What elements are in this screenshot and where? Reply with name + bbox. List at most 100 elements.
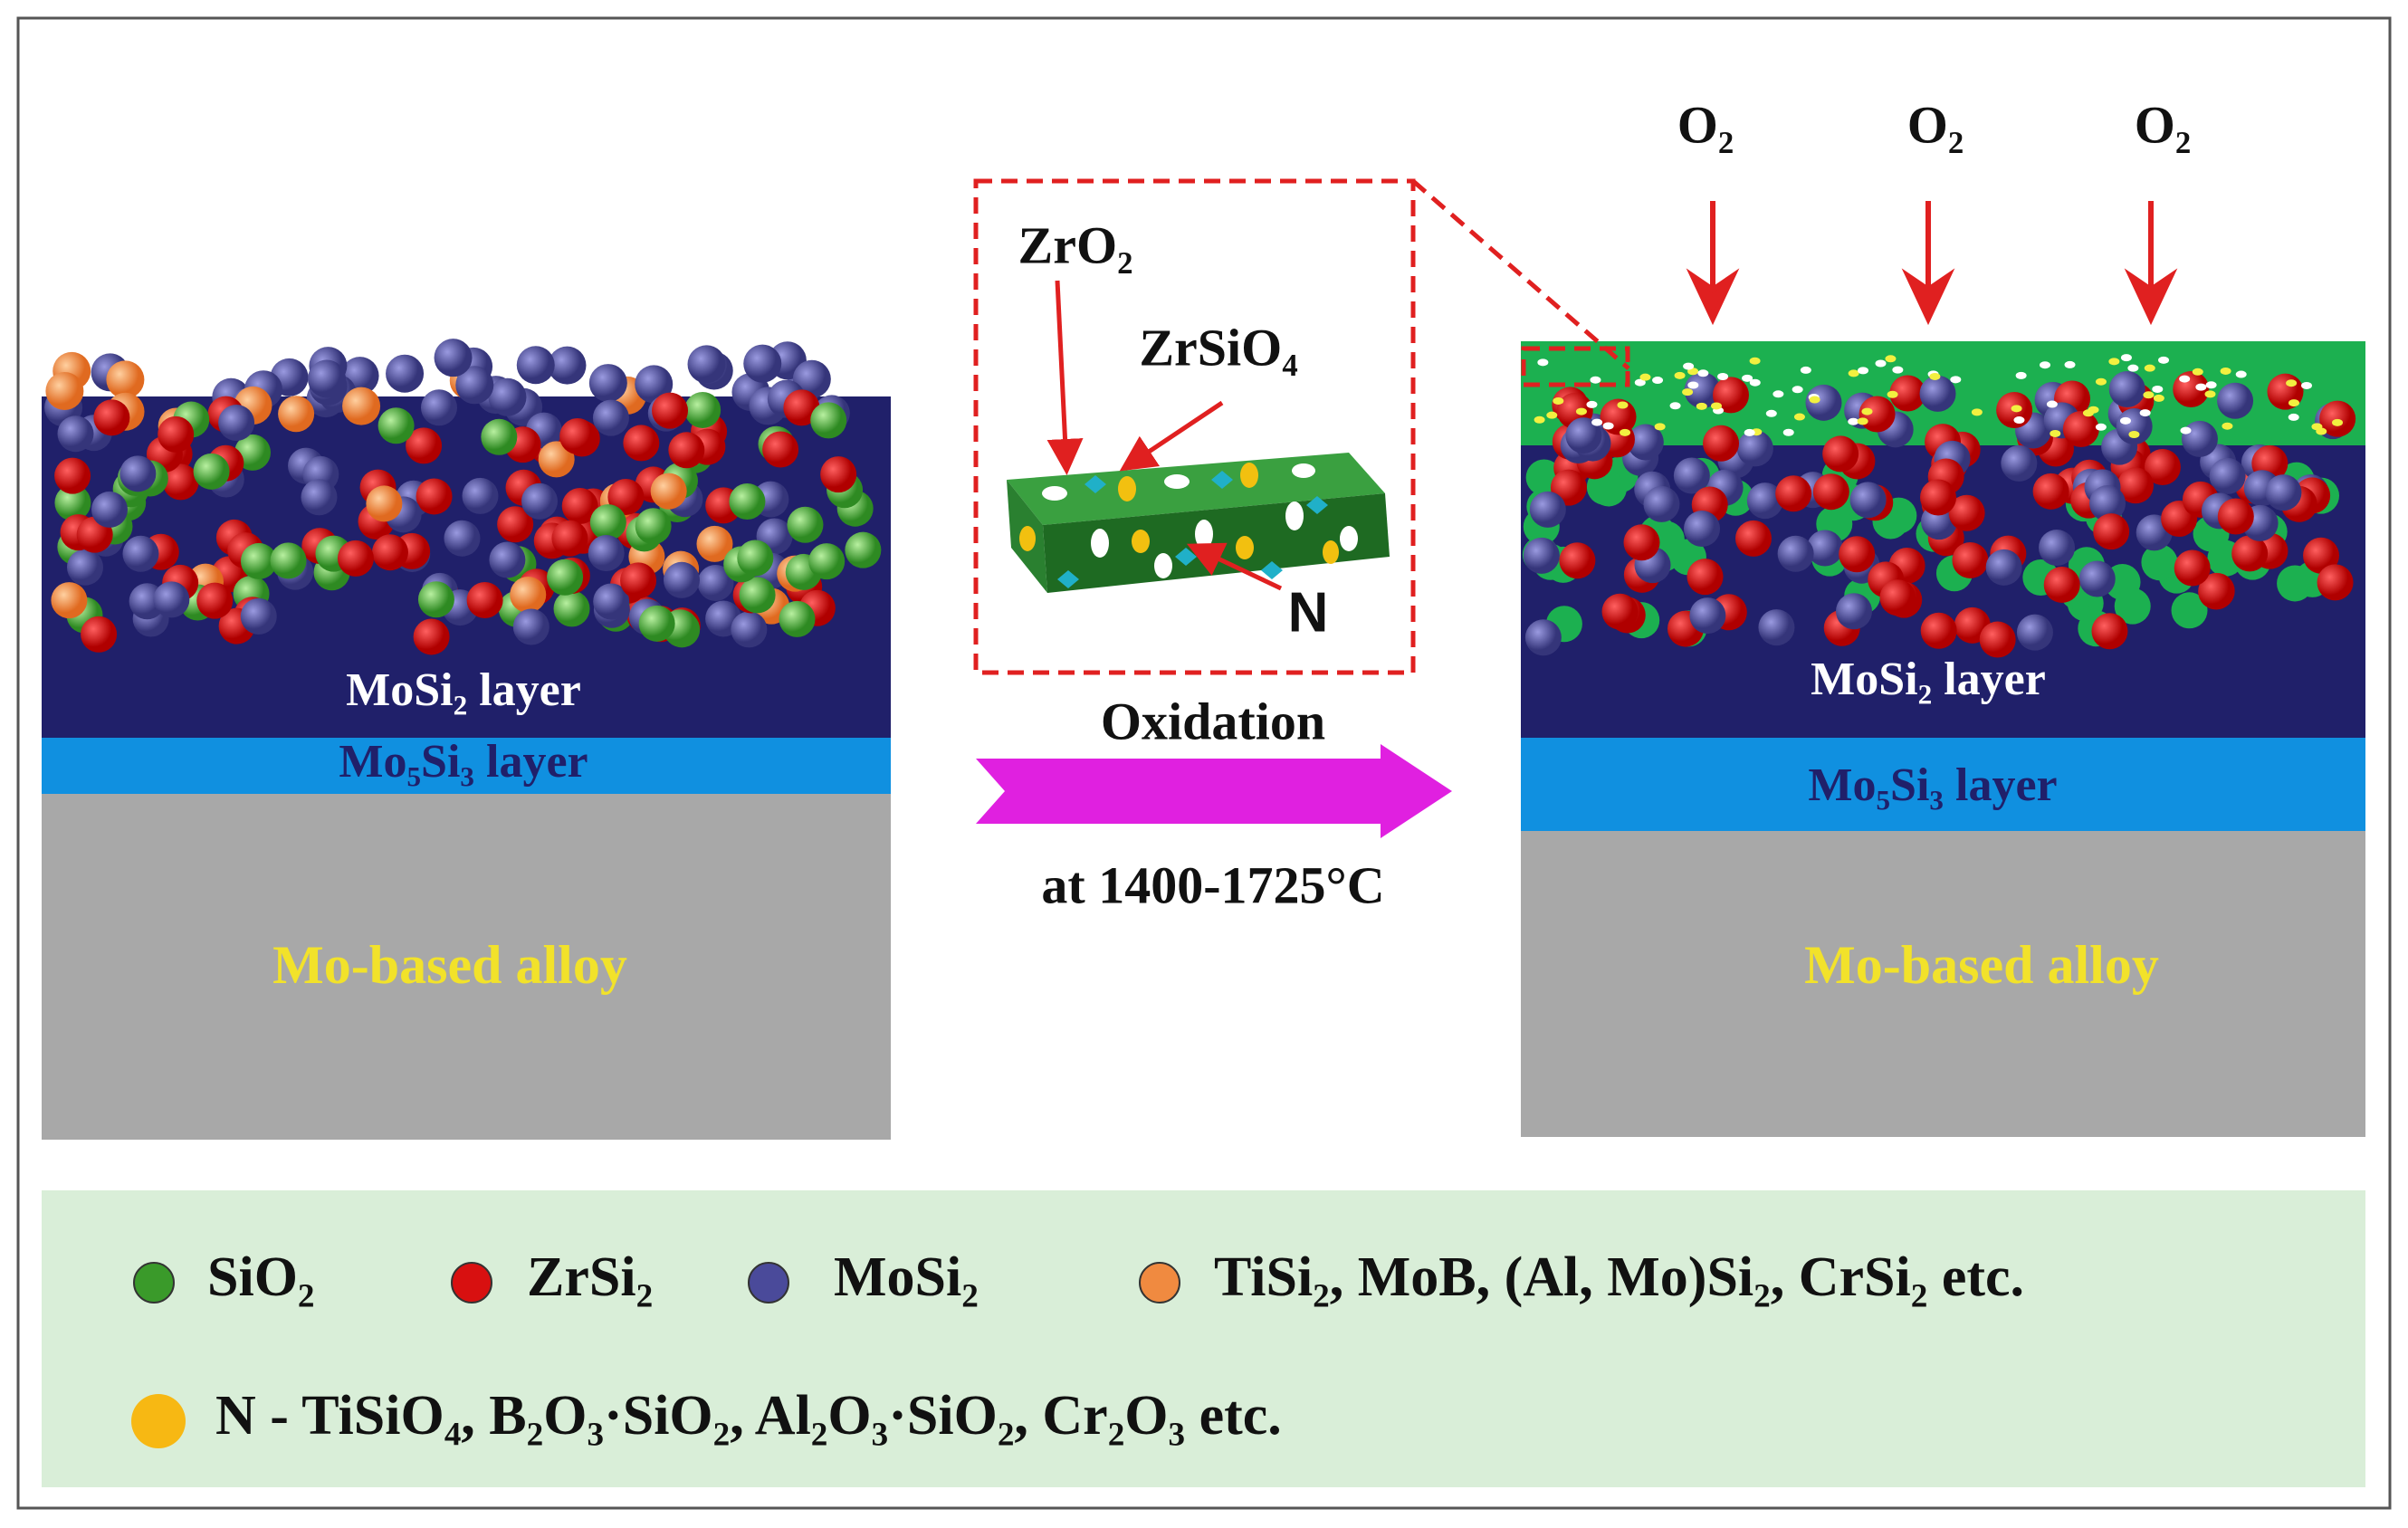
particle xyxy=(1952,541,1989,578)
oxide-dot xyxy=(2139,409,2151,417)
oxide-dot xyxy=(1809,396,1820,404)
particle xyxy=(521,482,558,520)
particle xyxy=(547,559,584,596)
oxide-dot xyxy=(2195,383,2207,391)
legend-label: ZrSi₂ xyxy=(527,1246,653,1308)
particle xyxy=(2001,444,2038,482)
inset-callout xyxy=(973,178,1630,675)
legend-marker xyxy=(748,1262,789,1304)
particle xyxy=(607,478,645,515)
oxide-dot xyxy=(1682,388,1694,396)
particle xyxy=(1643,485,1680,522)
particle xyxy=(366,485,403,522)
oxide-dot xyxy=(2128,430,2140,438)
oxide-dot xyxy=(1575,407,1587,415)
particle xyxy=(2089,485,2126,522)
oxide-dot xyxy=(2179,375,2191,383)
oxide-dot xyxy=(2120,354,2132,362)
oxide-dot xyxy=(2127,364,2139,372)
particle xyxy=(1601,593,1639,630)
particle xyxy=(1919,375,1956,412)
oxide-dot xyxy=(1586,400,1598,408)
substrate xyxy=(42,794,891,1140)
particle xyxy=(510,577,547,614)
particle xyxy=(635,365,674,404)
legend-box xyxy=(42,1190,2365,1487)
particle xyxy=(696,525,733,562)
particle xyxy=(737,540,774,577)
oxide-dot xyxy=(2046,400,2058,408)
oxide-dot xyxy=(1620,428,1631,436)
particle xyxy=(1979,621,2016,658)
particle xyxy=(779,600,816,637)
oxide-dot xyxy=(1749,378,1761,387)
particle xyxy=(455,366,494,405)
oxide-dot xyxy=(1683,362,1695,370)
oxide-dot xyxy=(1793,413,1805,421)
particle xyxy=(307,359,346,398)
particle xyxy=(417,581,454,618)
particle xyxy=(512,608,549,645)
oxide-dot xyxy=(1892,366,1904,374)
particle xyxy=(2217,498,2254,535)
particle xyxy=(2016,614,2053,651)
oxide-dot xyxy=(1697,369,1709,377)
particle xyxy=(119,455,157,492)
particle xyxy=(845,531,882,568)
particle xyxy=(652,392,689,429)
oxide-dot xyxy=(2144,364,2155,372)
particle xyxy=(589,504,626,541)
particle xyxy=(2117,467,2155,504)
particle xyxy=(413,618,450,655)
particle xyxy=(106,360,145,399)
particle xyxy=(1627,424,1664,461)
particle xyxy=(481,418,518,455)
oxide-dot xyxy=(2192,368,2203,376)
oxide-dot xyxy=(2205,381,2217,389)
particle xyxy=(739,577,776,614)
particle xyxy=(193,453,230,490)
oxide-dot xyxy=(2095,423,2107,431)
particle xyxy=(54,457,91,494)
oxide-dot xyxy=(2204,390,2216,398)
particles xyxy=(1522,354,2356,658)
particle xyxy=(153,581,190,618)
oxide-dot xyxy=(2288,399,2299,407)
particle xyxy=(1806,530,1843,567)
oxide-dot xyxy=(2050,429,2061,437)
particle xyxy=(559,417,597,454)
particle xyxy=(588,364,627,403)
inset-label: ZrSiO₄ xyxy=(1139,318,1297,377)
oxide-dot xyxy=(1710,402,1722,410)
particle xyxy=(377,407,415,444)
pointer-arrows xyxy=(1046,280,1283,591)
particle xyxy=(787,506,824,543)
particle xyxy=(91,491,128,528)
legend-label: MoSi₂ xyxy=(834,1246,979,1308)
oxide-dot xyxy=(2222,422,2233,430)
oxide-dot xyxy=(2143,391,2155,399)
particle xyxy=(2265,474,2302,511)
particle xyxy=(1859,396,1896,433)
oxide-dot xyxy=(2153,394,2164,402)
particle xyxy=(1920,612,1957,649)
particle xyxy=(1836,593,1873,630)
particle xyxy=(1812,473,1849,511)
particle xyxy=(1777,535,1814,572)
particle xyxy=(697,564,734,601)
particle xyxy=(1703,425,1740,462)
particle xyxy=(808,543,846,580)
particle xyxy=(820,456,857,493)
oxide-dot xyxy=(1639,373,1651,381)
particle xyxy=(2093,513,2130,550)
particle xyxy=(810,402,847,439)
particle xyxy=(386,354,425,393)
oxide-dot xyxy=(1744,428,1755,436)
particle xyxy=(51,582,88,619)
oxide-dot xyxy=(2235,370,2247,378)
oxide-dot xyxy=(1591,418,1603,426)
particle xyxy=(1684,372,1721,409)
particle xyxy=(1684,511,1721,548)
particle xyxy=(1689,597,1726,635)
